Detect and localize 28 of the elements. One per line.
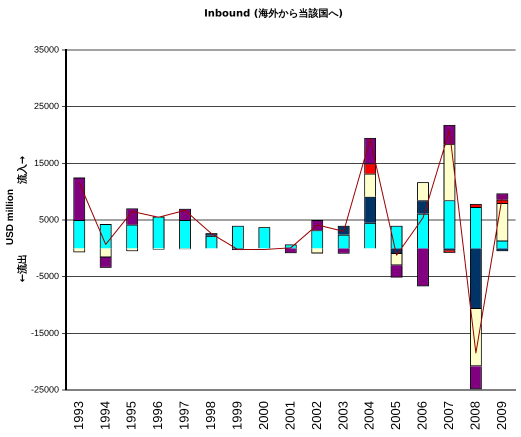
x-tick-label: 1996 [150,401,166,430]
x-tick-label: 1993 [70,401,86,430]
x-tick-label: 2002 [308,401,324,430]
x-tick-label: 2007 [441,401,456,430]
x-tick-label: 1994 [97,401,112,430]
x-tick-label: 2001 [282,401,298,430]
chart-title: Inbound (海外から当該国へ) [204,8,343,20]
y-tick-label: 35000 [34,44,60,54]
x-tick-label: 2003 [335,401,350,430]
y-tick-label: 5000 [38,214,60,225]
y-tick-label: -15000 [30,328,60,338]
x-tick-label: 1999 [229,401,244,430]
y-tick-label: -5000 [36,271,60,282]
y-axis-title: USD million [4,188,16,246]
x-tick-label: 2008 [467,401,482,430]
y-tick-label: 25000 [34,101,60,112]
text: ←流出 [16,254,29,282]
x-tick-label: 1997 [176,401,192,430]
text: 流入→ [16,156,29,186]
y-tick-label: 15000 [34,158,60,168]
x-tick-label: 2005 [388,401,404,430]
x-tick-label: 1998 [203,401,218,430]
x-tick-label: 2009 [494,401,509,430]
x-tick-label: 2006 [414,401,430,430]
x-tick-label: 2004 [362,401,377,430]
x-tick-label: 2000 [256,401,271,430]
y-tick-label: -25000 [30,384,60,395]
x-tick-label: 1995 [124,401,139,430]
